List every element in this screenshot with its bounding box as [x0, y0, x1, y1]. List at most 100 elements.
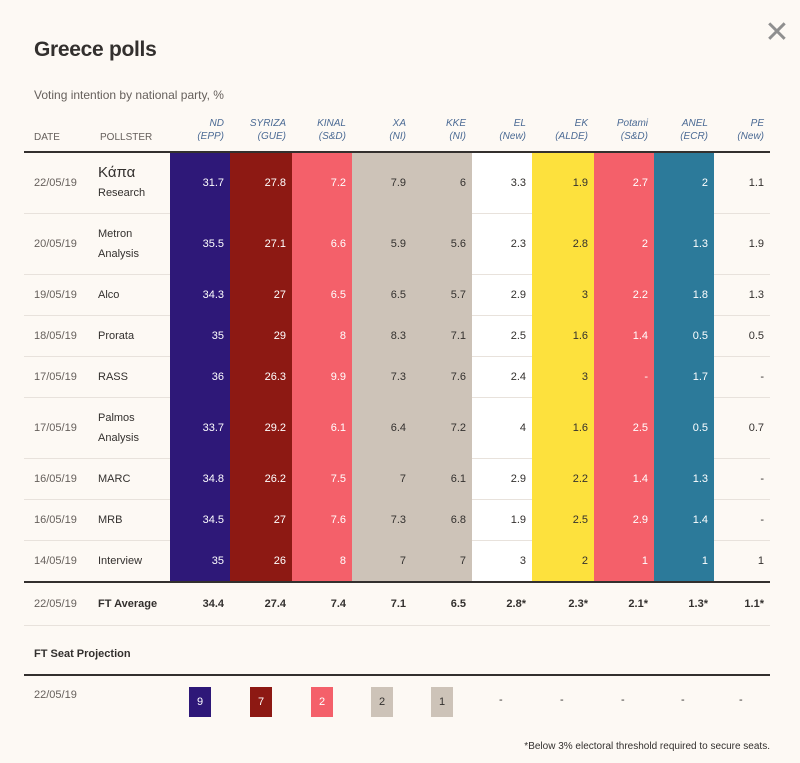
- poll-value-xa: 7.3: [352, 356, 412, 398]
- poll-value-ek: 2: [532, 540, 594, 583]
- poll-value-ek: 2.5: [532, 499, 594, 541]
- close-icon[interactable]: ✕: [764, 15, 790, 50]
- poll-value-nd: 35: [170, 540, 230, 583]
- poll-value-potami: 2.7: [594, 152, 654, 214]
- poll-value-syriza: 26: [230, 540, 292, 583]
- row-pollster: MARC: [90, 458, 170, 500]
- poll-value-kinal: 7.2: [292, 152, 352, 214]
- poll-value-syriza: 27: [230, 274, 292, 316]
- header-party: EL (New): [472, 113, 532, 153]
- table-row: 17/05/19 Palmos Analysis 33.7 29.2 6.1 6.4 7.2 4…: [24, 397, 770, 459]
- header-pollster: POLLSTER: [90, 113, 170, 153]
- poll-value-kke: 6.1: [412, 458, 472, 500]
- poll-value-xa: 7: [352, 458, 412, 500]
- poll-value-pe: -: [714, 356, 770, 398]
- row-pollster: Interview: [90, 540, 170, 583]
- poll-value-kke: 6.8: [412, 499, 472, 541]
- average-value-nd: 34.4: [170, 581, 230, 626]
- row-date: 14/05/19: [24, 540, 90, 583]
- header-party: ANEL (ECR): [654, 113, 714, 153]
- header-party: Potami (S&D): [594, 113, 654, 153]
- poll-value-kke: 7: [412, 540, 472, 583]
- poll-value-kke: 5.6: [412, 213, 472, 275]
- poll-value-el: 2.5: [472, 315, 532, 357]
- table-row: 16/05/19 MRB 34.5 27 7.6 7.3 6.8 1.9 2.5 2.9 1.4-: [24, 499, 770, 541]
- table-row: 14/05/19 Interview 35 26 8 7 7 3 2 1 1 1: [24, 540, 770, 583]
- row-date: 17/05/19: [24, 397, 90, 459]
- poll-value-el: 2.4: [472, 356, 532, 398]
- pollster-name-line2: Analysis: [98, 432, 139, 444]
- poll-value-syriza: 26.3: [230, 356, 292, 398]
- poll-value-xa: 7: [352, 540, 412, 583]
- poll-value-syriza: 26.2: [230, 458, 292, 500]
- average-value-syriza: 27.4: [230, 581, 292, 626]
- seat-box-xa: 2: [371, 687, 393, 717]
- pollster-name: Metron: [98, 228, 133, 240]
- poll-value-ek: 2.2: [532, 458, 594, 500]
- pollster-name: Palmos: [98, 412, 135, 424]
- poll-value-el: 2.9: [472, 274, 532, 316]
- row-date: 17/05/19: [24, 356, 90, 398]
- seat-box-nd: 9: [189, 687, 211, 717]
- table-row: 18/05/19 Prorata 35 29 8 8.3 7.1 2.5 1.6 1.4 0.5 0.…: [24, 315, 770, 357]
- poll-value-pe: -: [714, 458, 770, 500]
- seat-dash-pe: -: [739, 694, 743, 706]
- table-row: 17/05/19 RASS 36 26.3 9.9 7.3 7.6 2.4 3-1.7-: [24, 356, 770, 398]
- poll-value-nd: 35: [170, 315, 230, 357]
- poll-value-xa: 5.9: [352, 213, 412, 275]
- poll-value-pe: 1: [714, 540, 770, 583]
- pollster-name: Alco: [98, 289, 120, 301]
- poll-value-anel: 1: [654, 540, 714, 583]
- pollster-name: RASS: [98, 371, 128, 383]
- poll-value-xa: 6.5: [352, 274, 412, 316]
- poll-value-pe: 0.7: [714, 397, 770, 459]
- poll-value-xa: 7.9: [352, 152, 412, 214]
- average-date: 22/05/19: [24, 581, 90, 626]
- poll-value-anel: 2: [654, 152, 714, 214]
- row-date: 16/05/19: [24, 499, 90, 541]
- row-date: 16/05/19: [24, 458, 90, 500]
- polls-table: DATE POLLSTER ND (EPP) SYRIZA (GUE) KINAL(…: [24, 113, 770, 626]
- seat-dash-ek: -: [560, 694, 564, 706]
- seat-box-kinal: 2: [311, 687, 333, 717]
- poll-value-nd: 34.8: [170, 458, 230, 500]
- poll-value-kke: 6: [412, 152, 472, 214]
- poll-value-syriza: 27: [230, 499, 292, 541]
- row-pollster: Palmos Analysis: [90, 397, 170, 459]
- poll-value-kinal: 9.9: [292, 356, 352, 398]
- row-date: 19/05/19: [24, 274, 90, 316]
- poll-value-potami: 1: [594, 540, 654, 583]
- poll-value-potami: 1.4: [594, 315, 654, 357]
- table-row: 16/05/19 MARC 34.8 26.2 7.5 7 6.1 2.9 2.2 1.4 1.3-: [24, 458, 770, 500]
- poll-value-nd: 33.7: [170, 397, 230, 459]
- poll-value-pe: 0.5: [714, 315, 770, 357]
- poll-value-ek: 1.6: [532, 397, 594, 459]
- poll-value-el: 4: [472, 397, 532, 459]
- row-pollster: Κάπα Research: [90, 152, 170, 214]
- poll-value-anel: 1.4: [654, 499, 714, 541]
- average-value-kke: 6.5: [412, 581, 472, 626]
- header-party: KKE (NI): [412, 113, 472, 153]
- poll-value-potami: 2.5: [594, 397, 654, 459]
- poll-value-anel: 1.7: [654, 356, 714, 398]
- pollster-name: MARC: [98, 473, 131, 485]
- header-date: DATE: [24, 113, 90, 153]
- poll-value-anel: 1.3: [654, 213, 714, 275]
- row-pollster: RASS: [90, 356, 170, 398]
- poll-value-nd: 35.5: [170, 213, 230, 275]
- header-party: PE (New): [714, 113, 770, 153]
- seat-dash-potami: -: [621, 694, 625, 706]
- header-party: SYRIZA (GUE): [230, 113, 292, 153]
- poll-value-anel: 0.5: [654, 397, 714, 459]
- seat-box-syriza: 7: [250, 687, 272, 717]
- average-label: FT Average: [90, 581, 170, 626]
- row-pollster: Prorata: [90, 315, 170, 357]
- poll-value-el: 2.3: [472, 213, 532, 275]
- poll-value-kinal: 7.6: [292, 499, 352, 541]
- average-value-ek: 2.3*: [532, 581, 594, 626]
- poll-value-potami: -: [594, 356, 654, 398]
- poll-value-kinal: 6.5: [292, 274, 352, 316]
- seat-projection-date: 22/05/19: [34, 689, 77, 701]
- poll-value-ek: 2.8: [532, 213, 594, 275]
- seat-projection-title: FT Seat Projection: [34, 648, 131, 660]
